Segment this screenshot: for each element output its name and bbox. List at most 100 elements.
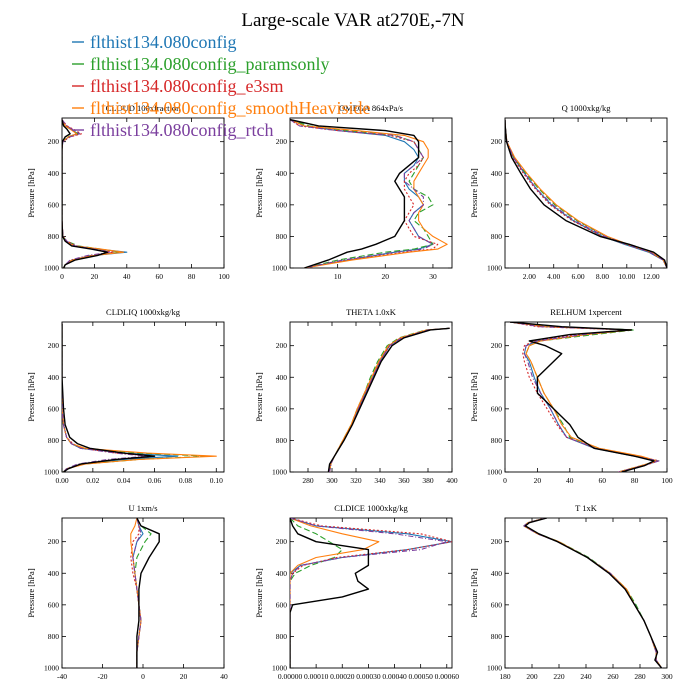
legend-item: flthist134.080config_smoothHeaviside	[72, 98, 370, 118]
series-line-4	[62, 119, 125, 268]
x-tick-label: 0.10	[210, 476, 223, 485]
x-tick-label: 100	[661, 476, 673, 485]
series-line-3	[505, 119, 667, 268]
y-tick-label: 400	[276, 569, 288, 578]
series-line-6	[62, 119, 109, 268]
x-tick-label: 80	[188, 272, 196, 281]
x-tick-label: 0.00010	[304, 672, 329, 681]
y-tick-label: 200	[491, 341, 503, 350]
x-tick-label: 20	[180, 672, 188, 681]
y-tick-label: 400	[48, 373, 60, 382]
series-line-3	[290, 119, 439, 268]
legend-item: flthist134.080config_rtch	[72, 120, 273, 140]
y-tick-label: 400	[276, 373, 288, 382]
series-group	[130, 518, 160, 668]
series-line-6	[327, 327, 450, 472]
series-group	[290, 118, 448, 268]
legend-item: flthist134.080config_paramsonly	[72, 54, 329, 74]
x-tick-label: 4.00	[547, 272, 560, 281]
y-axis-label: Pressure [hPa]	[26, 568, 36, 618]
panel-title: CLDICE 1000xkg/kg	[334, 503, 408, 513]
y-axis-label: Pressure [hPa]	[26, 372, 36, 422]
y-tick-label: 600	[276, 200, 288, 209]
y-tick-label: 200	[276, 537, 288, 546]
legend-label: flthist134.080config_rtch	[90, 120, 273, 140]
chart-panel-5: 200 400 600 800 1000 280 300 320 340 360 380 400 THE…	[254, 307, 458, 485]
x-tick-label: 0.00040	[382, 672, 407, 681]
x-tick-label: 0.08	[179, 476, 192, 485]
x-tick-label: 40	[566, 476, 574, 485]
chart-panel-2: 200 400 600 800 1000 10 20 30 OMEGA 864xPa/s Pres…	[254, 103, 453, 281]
series-line-3	[290, 518, 452, 668]
x-tick-label: 0.00060	[435, 672, 460, 681]
y-tick-label: 400	[491, 169, 503, 178]
x-tick-label: 20	[382, 272, 390, 281]
plot-frame	[504, 517, 668, 669]
y-tick-label: 800	[48, 436, 60, 445]
x-tick-label: 200	[526, 672, 538, 681]
y-tick-label: 400	[491, 569, 503, 578]
y-tick-label: 1000	[272, 468, 287, 477]
y-axis-label: Pressure [hPa]	[254, 568, 264, 618]
y-tick-label: 600	[491, 600, 503, 609]
series-line-5	[62, 119, 112, 268]
x-tick-label: 0.00020	[330, 672, 355, 681]
panel-title: CLDLIQ 1000xkg/kg	[106, 307, 181, 317]
x-tick-label: 340	[374, 476, 386, 485]
y-tick-label: 1000	[44, 468, 59, 477]
x-tick-label: -40	[57, 672, 67, 681]
series-line-4	[62, 323, 217, 472]
panel-title: RELHUM 1xpercent	[550, 307, 622, 317]
x-tick-label: 8.00	[596, 272, 609, 281]
panel-title: OMEGA 864xPa/s	[339, 103, 403, 113]
legend-item: flthist134.080config	[72, 32, 237, 52]
y-tick-label: 200	[276, 137, 288, 146]
x-tick-label: 0.06	[148, 476, 161, 485]
y-tick-label: 1000	[272, 664, 287, 673]
plot-frame	[289, 117, 453, 269]
x-tick-label: 260	[607, 672, 619, 681]
series-line-6	[290, 118, 420, 268]
series-line-6	[509, 322, 655, 472]
x-tick-label: 300	[326, 476, 338, 485]
panel-title: CLOUD 100xfraction	[106, 103, 182, 113]
series-line-6	[62, 323, 156, 472]
x-tick-label: 180	[499, 672, 511, 681]
series-group	[509, 322, 660, 472]
series-line-6	[524, 518, 663, 668]
y-tick-label: 200	[48, 341, 60, 350]
series-line-4	[290, 119, 448, 268]
y-tick-label: 1000	[44, 264, 59, 273]
y-tick-label: 600	[276, 404, 288, 413]
x-tick-label: 2.00	[523, 272, 536, 281]
series-line-4	[509, 322, 658, 472]
y-axis-label: Pressure [hPa]	[254, 372, 264, 422]
series-group	[523, 518, 663, 668]
x-tick-label: 0.00030	[356, 672, 381, 681]
y-axis-label: Pressure [hPa]	[254, 168, 264, 218]
chart-panel-7: 200 400 600 800 1000-40 -20 0 20 40 U 1xm/s Pressu…	[26, 503, 228, 681]
x-tick-label: 0.02	[86, 476, 99, 485]
x-tick-label: 20	[534, 476, 542, 485]
y-axis-label: Pressure [hPa]	[469, 372, 479, 422]
y-axis-label: Pressure [hPa]	[469, 168, 479, 218]
y-tick-label: 600	[48, 404, 60, 413]
x-tick-label: 0.00050	[408, 672, 433, 681]
y-tick-label: 200	[48, 537, 60, 546]
legend-label: flthist134.080config_paramsonly	[90, 54, 329, 74]
series-line-2	[290, 518, 343, 668]
x-tick-label: 400	[446, 476, 458, 485]
x-tick-label: 12.00	[643, 272, 660, 281]
x-tick-label: 0	[503, 476, 507, 485]
y-tick-label: 600	[48, 600, 60, 609]
x-tick-label: 320	[350, 476, 362, 485]
panel-title: Q 1000xkg/kg	[562, 103, 612, 113]
x-tick-label: 280	[302, 476, 314, 485]
x-tick-label: 0.00000	[278, 672, 303, 681]
legend-label: flthist134.080config_smoothHeaviside	[90, 98, 370, 118]
y-tick-label: 600	[276, 600, 288, 609]
